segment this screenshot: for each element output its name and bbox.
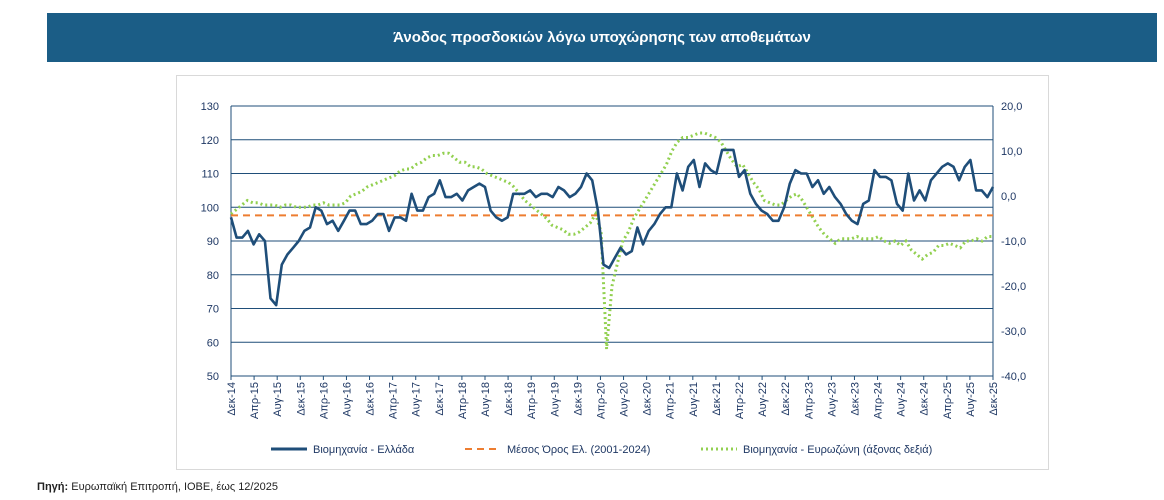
y-left-tick-label: 100 [201,202,219,214]
legend-greece-label: Βιομηχανία - Ελλάδα [313,444,415,456]
source-text: Ευρωπαϊκή Επιτροπή, ΙΟΒΕ, έως 12/2025 [71,481,278,493]
x-tick-label: Απρ-19 [526,382,538,419]
x-tick-label: Αυγ-24 [896,382,908,417]
x-tick-label: Δεκ-17 [434,382,446,416]
x-tick-label: Αυγ-15 [272,382,284,417]
y-right-tick-label: 20,0 [1001,101,1022,113]
x-tick-label: Αυγ-18 [480,382,492,417]
legend-mean: Μέσος Όρος Ελ. (2001-2024) [465,444,650,456]
x-tick-label: Αυγ-25 [965,382,977,417]
y-left-tick-label: 90 [207,236,219,248]
x-tick-label: Απρ-20 [595,382,607,419]
x-tick-label: Δεκ-16 [365,382,377,416]
x-tick-label: Δεκ-25 [988,382,1000,416]
legend-eurozone: Βιομηχανία - Ευρωζώνη (άξονας δεξιά) [701,444,932,456]
y-left-tick-label: 110 [201,169,219,181]
x-tick-label: Δεκ-21 [711,382,723,416]
x-tick-label: Απρ-15 [249,382,261,419]
x-tick-label: Αυγ-19 [549,382,561,417]
y-left-tick-label: 60 [207,337,219,349]
series-eurozone-line [230,131,993,350]
x-tick-label: Απρ-22 [734,382,746,419]
x-tick-label: Δεκ-23 [849,382,861,416]
x-tick-label: Δεκ-18 [503,382,515,416]
y-right-tick-label: 10,0 [1001,146,1022,158]
x-tick-label: Αυγ-16 [341,382,353,417]
x-tick-label: Απρ-18 [457,382,469,419]
x-tick-label: Απρ-24 [873,382,885,419]
x-tick-label: Δεκ-14 [226,382,238,416]
chart-title: Άνοδος προσδοκιών λόγω υποχώρησης των απ… [393,29,811,46]
x-tick-label: Δεκ-24 [919,382,931,416]
x-tick-label: Δεκ-19 [572,382,584,416]
x-tick-label: Δεκ-22 [780,382,792,416]
y-right-tick-label: -20,0 [1001,281,1026,293]
x-tick-label: Απρ-17 [388,382,400,419]
x-tick-label: Δεκ-20 [642,382,654,416]
y-left-tick-label: 120 [201,135,219,147]
x-tick-label: Δεκ-15 [295,382,307,416]
x-tick-label: Απρ-25 [942,382,954,419]
chart-panel: 130 120 110 100 90 80 70 60 50 20,0 10,0 0,0 -10,0 -2… [176,75,1049,470]
x-tick-label: Αυγ-17 [411,382,423,417]
x-tick-label: Απρ-16 [318,382,330,419]
legend-greece: Βιομηχανία - Ελλάδα [271,444,415,456]
y-right-tick-label: -40,0 [1001,371,1026,383]
y-right-tick-label: -30,0 [1001,326,1026,338]
line-chart: 130 120 110 100 90 80 70 60 50 20,0 10,0 0,0 -10,0 -2… [201,101,1026,456]
y-right-tick-label: 0,0 [1001,191,1016,203]
y-left-tick-label: 50 [207,371,219,383]
x-tick-label: Αυγ-22 [757,382,769,417]
y-left-tick-label: 70 [207,304,219,316]
x-tick-label: Απρ-21 [665,382,677,419]
x-tick-label: Αυγ-21 [688,382,700,417]
legend-mean-label: Μέσος Όρος Ελ. (2001-2024) [507,444,650,456]
chart-title-banner: Άνοδος προσδοκιών λόγω υποχώρησης των απ… [47,13,1157,62]
x-tick-label: Απρ-23 [803,382,815,419]
x-tick-label: Αυγ-23 [826,382,838,417]
series-greece-line [229,148,995,307]
x-tick-label: Αυγ-20 [619,382,631,417]
source-note: Πηγή: Ευρωπαϊκή Επιτροπή, ΙΟΒΕ, έως 12/2… [37,481,278,493]
y-left-tick-label: 130 [201,101,219,113]
y-left-tick-label: 80 [207,270,219,282]
y-right-tick-label: -10,0 [1001,236,1026,248]
legend-eurozone-label: Βιομηχανία - Ευρωζώνη (άξονας δεξιά) [743,444,932,456]
source-label: Πηγή: [37,481,69,493]
